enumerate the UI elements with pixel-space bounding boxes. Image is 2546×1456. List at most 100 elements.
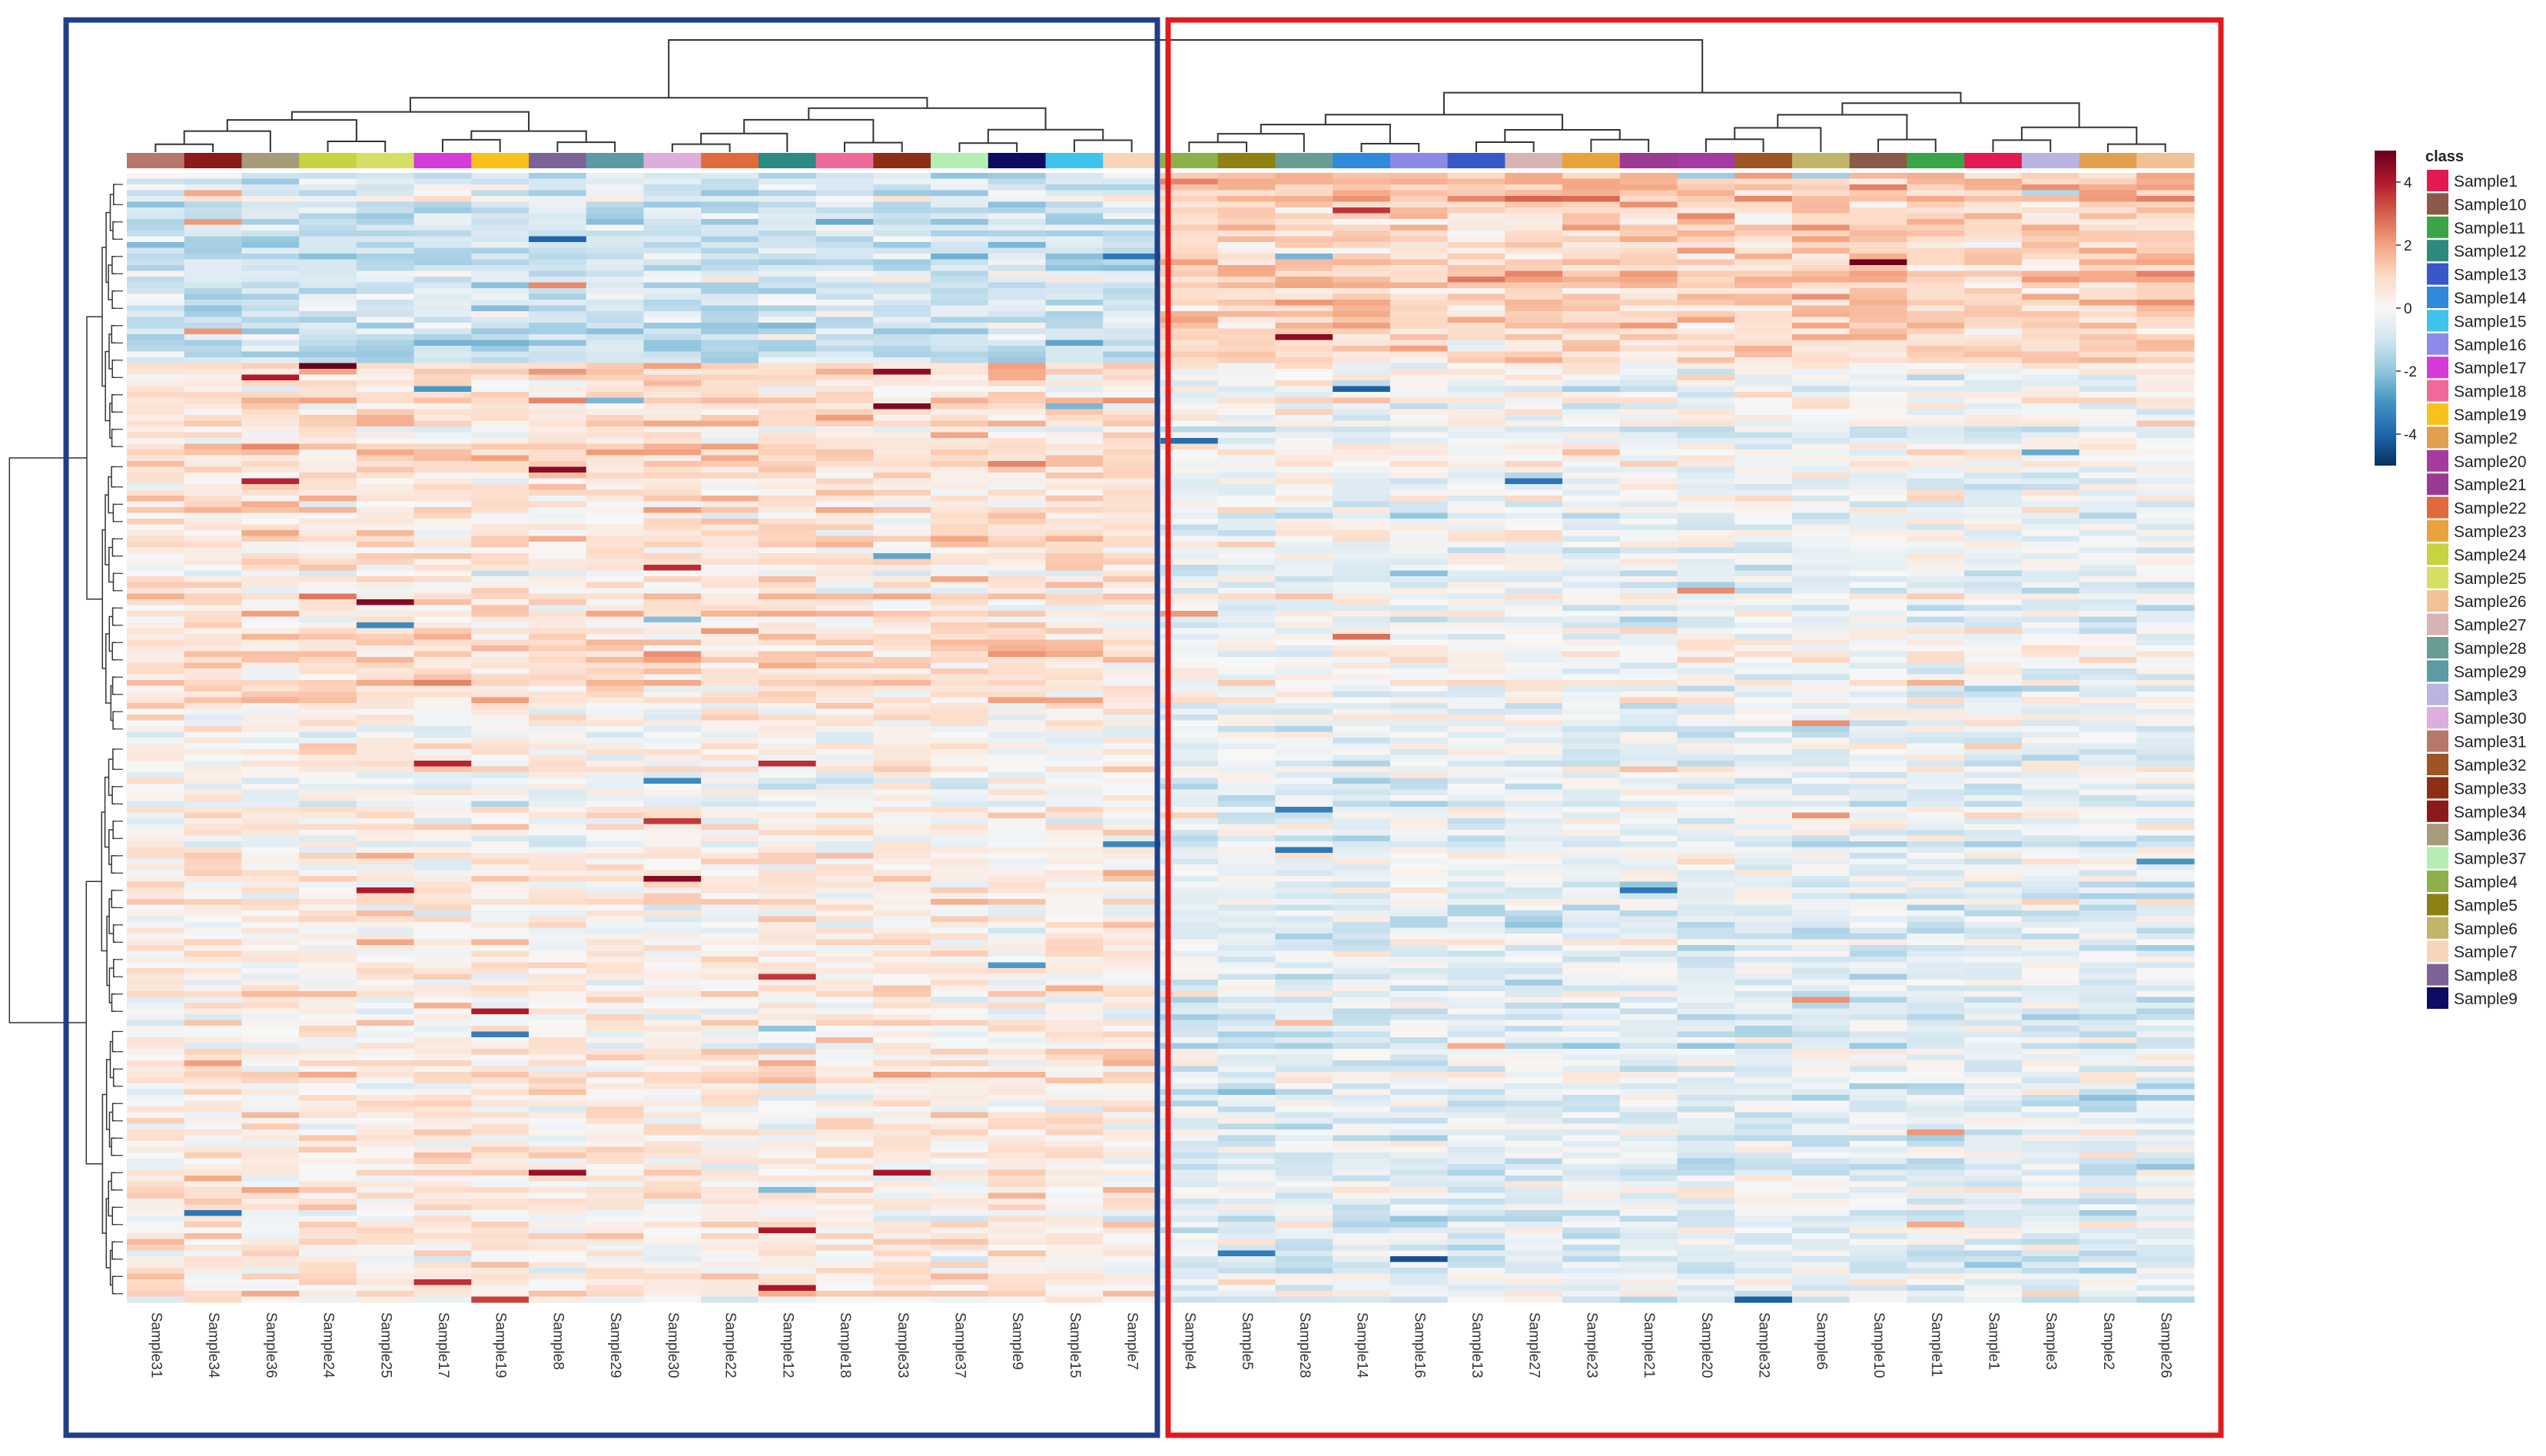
- heatmap-cell: [356, 778, 415, 784]
- annotation-cell: [1275, 153, 1333, 168]
- heatmap-cell: [931, 662, 989, 669]
- heatmap-cell: [1791, 270, 1851, 277]
- heatmap-cell: [1677, 443, 1735, 450]
- heatmap-cell: [1275, 432, 1333, 439]
- heatmap-cell: [299, 397, 357, 404]
- heatmap-cell: [1505, 576, 1563, 583]
- heatmap-cell: [1333, 254, 1391, 260]
- heatmap-cell: [1791, 605, 1851, 612]
- heatmap-cell: [127, 259, 185, 266]
- heatmap-cell: [2079, 270, 2137, 277]
- heatmap-cell: [1275, 369, 1333, 376]
- heatmap-cell: [413, 605, 472, 612]
- heatmap-cell: [1964, 697, 2023, 704]
- heatmap-cell: [1447, 305, 1505, 312]
- heatmap-cell: [241, 639, 300, 646]
- heatmap-cell: [184, 605, 243, 612]
- heatmap-cell: [356, 784, 415, 791]
- heatmap-cell: [471, 224, 529, 231]
- heatmap-cell: [413, 830, 472, 837]
- heatmap-cell: [1619, 300, 1678, 307]
- dendrogram-link: [290, 111, 530, 131]
- annotation-cell: [2136, 153, 2195, 168]
- heatmap-cell: [127, 173, 185, 180]
- heatmap-cell: [1907, 766, 1965, 773]
- heatmap-cell: [241, 899, 300, 906]
- heatmap-cell: [988, 876, 1047, 883]
- heatmap-cell: [1275, 409, 1333, 416]
- heatmap-cell: [701, 668, 759, 675]
- heatmap-cell: [2079, 542, 2137, 549]
- heatmap-cell: [1562, 374, 1621, 381]
- heatmap-cell: [127, 489, 185, 496]
- heatmap-cell: [127, 876, 185, 883]
- heatmap-cell: [529, 565, 587, 572]
- heatmap-cell: [1907, 340, 1965, 347]
- heatmap-cell: [1447, 830, 1505, 837]
- heatmap-cell: [815, 720, 874, 727]
- heatmap-cell: [127, 715, 185, 721]
- heatmap-cell: [586, 357, 645, 364]
- heatmap-cell: [1734, 242, 1793, 249]
- heatmap-cell: [241, 420, 300, 427]
- heatmap-cell: [815, 789, 874, 796]
- heatmap-cell: [1275, 738, 1333, 745]
- heatmap-cell: [1619, 553, 1678, 560]
- heatmap-cell: [1160, 247, 1219, 254]
- heatmap-cell: [1333, 277, 1391, 284]
- heatmap-cell: [1849, 864, 1907, 871]
- heatmap-cell: [529, 254, 587, 260]
- heatmap-cell: [184, 553, 243, 560]
- heatmap-cell: [1849, 807, 1907, 814]
- heatmap-cell: [586, 841, 645, 848]
- heatmap-cell: [643, 443, 702, 450]
- heatmap-cell: [1964, 432, 2023, 439]
- heatmap-cell: [1734, 824, 1793, 831]
- heatmap-cell: [299, 881, 357, 888]
- heatmap-cell: [586, 277, 645, 284]
- heatmap-cell: [1447, 864, 1505, 871]
- heatmap-cell: [127, 565, 185, 572]
- heatmap-cell: [299, 639, 357, 646]
- heatmap-cell: [2079, 887, 2137, 894]
- heatmap-cell: [529, 501, 587, 508]
- heatmap-cell: [643, 323, 702, 330]
- heatmap-cell: [1562, 645, 1621, 652]
- heatmap-cell: [529, 449, 587, 456]
- heatmap-cell: [1103, 340, 1161, 347]
- heatmap-cell: [413, 715, 472, 721]
- heatmap-cell: [241, 524, 300, 531]
- heatmap-cell: [2136, 628, 2195, 635]
- heatmap-cell: [1160, 357, 1219, 364]
- heatmap-cell: [1333, 731, 1391, 738]
- heatmap-cell: [701, 432, 759, 439]
- heatmap-cell: [529, 305, 587, 312]
- heatmap-cell: [815, 680, 874, 687]
- heatmap-cell: [815, 300, 874, 307]
- heatmap-cell: [815, 496, 874, 502]
- heatmap-cell: [931, 582, 989, 589]
- heatmap-cell: [873, 588, 931, 595]
- heatmap-cell: [1619, 639, 1678, 646]
- heatmap-cell: [1677, 254, 1735, 260]
- heatmap-cell: [1160, 680, 1219, 687]
- heatmap-cell: [1734, 870, 1793, 877]
- heatmap-cell: [643, 853, 702, 860]
- heatmap-cell: [701, 363, 759, 370]
- heatmap-cell: [1734, 357, 1793, 364]
- heatmap-cell: [184, 761, 243, 768]
- heatmap-cell: [643, 496, 702, 502]
- heatmap-cell: [643, 662, 702, 669]
- heatmap-cell: [1734, 351, 1793, 358]
- heatmap-cell: [931, 524, 989, 531]
- heatmap-cell: [815, 674, 874, 681]
- heatmap-cell: [1562, 449, 1621, 456]
- heatmap-cell: [1389, 582, 1449, 589]
- heatmap-cell: [1849, 622, 1907, 629]
- heatmap-cell: [127, 645, 185, 652]
- heatmap-cell: [988, 685, 1047, 692]
- heatmap-cell: [1333, 282, 1391, 289]
- heatmap-cell: [1677, 559, 1735, 565]
- heatmap-cell: [931, 270, 989, 277]
- heatmap-cell: [184, 668, 243, 675]
